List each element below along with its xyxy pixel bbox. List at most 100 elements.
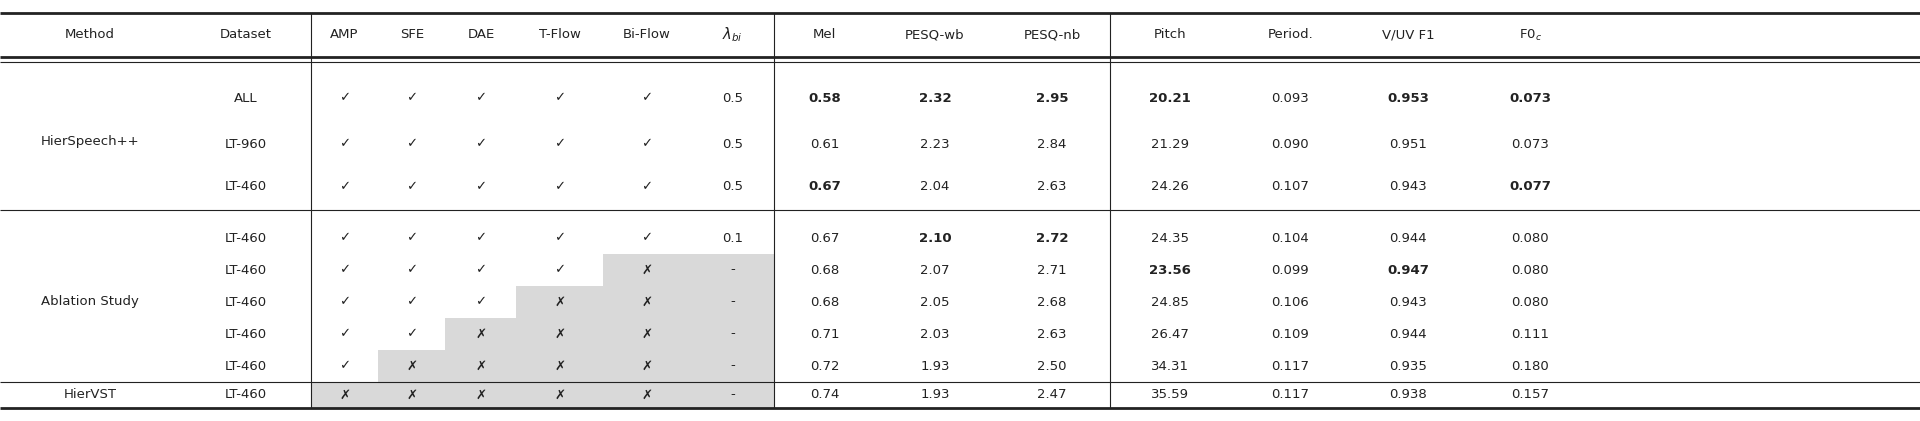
- Text: 26.47: 26.47: [1152, 328, 1188, 341]
- Text: 0.68: 0.68: [810, 264, 839, 277]
- Text: ✓: ✓: [476, 138, 486, 150]
- Text: ✓: ✓: [555, 264, 564, 277]
- Text: ✓: ✓: [641, 91, 653, 104]
- Text: Ablation Study: Ablation Study: [42, 296, 138, 309]
- Text: ✓: ✓: [476, 91, 486, 104]
- Text: 23.56: 23.56: [1150, 264, 1190, 277]
- Bar: [378, 382, 445, 408]
- Bar: [516, 382, 603, 408]
- Text: 2.03: 2.03: [920, 328, 950, 341]
- Text: Mel: Mel: [812, 29, 837, 42]
- Text: 1.93: 1.93: [920, 389, 950, 402]
- Text: ✓: ✓: [407, 264, 417, 277]
- Text: HierSpeech++: HierSpeech++: [40, 134, 140, 147]
- Text: 0.090: 0.090: [1271, 138, 1309, 150]
- Text: 0.935: 0.935: [1390, 360, 1427, 373]
- Text: ✓: ✓: [407, 232, 417, 245]
- Text: 0.68: 0.68: [810, 296, 839, 309]
- Text: SFE: SFE: [399, 29, 424, 42]
- Text: ✓: ✓: [407, 328, 417, 341]
- Bar: [445, 382, 516, 408]
- Text: 0.104: 0.104: [1271, 232, 1309, 245]
- Text: $\lambda_{bi}$: $\lambda_{bi}$: [722, 26, 743, 44]
- Text: ✓: ✓: [641, 232, 653, 245]
- Text: DAE: DAE: [467, 29, 495, 42]
- Text: ✗: ✗: [476, 360, 486, 373]
- Text: ✓: ✓: [555, 138, 564, 150]
- Text: 34.31: 34.31: [1152, 360, 1188, 373]
- Text: ALL: ALL: [234, 91, 257, 104]
- Text: 0.943: 0.943: [1390, 296, 1427, 309]
- Text: 0.67: 0.67: [808, 181, 841, 194]
- Text: 0.5: 0.5: [722, 91, 743, 104]
- Text: 24.85: 24.85: [1152, 296, 1188, 309]
- Text: T-Flow: T-Flow: [540, 29, 580, 42]
- Text: 0.106: 0.106: [1271, 296, 1309, 309]
- Text: 2.63: 2.63: [1037, 181, 1068, 194]
- Text: PESQ-nb: PESQ-nb: [1023, 29, 1081, 42]
- Text: ✓: ✓: [476, 232, 486, 245]
- Text: ✓: ✓: [340, 360, 349, 373]
- Bar: [691, 286, 774, 318]
- Text: HierVST: HierVST: [63, 389, 117, 402]
- Bar: [603, 254, 691, 286]
- Text: -: -: [730, 296, 735, 309]
- Text: ✓: ✓: [555, 91, 564, 104]
- Text: 0.111: 0.111: [1511, 328, 1549, 341]
- Text: 0.5: 0.5: [722, 138, 743, 150]
- Text: ✗: ✗: [476, 328, 486, 341]
- Text: 0.951: 0.951: [1390, 138, 1427, 150]
- Text: 24.35: 24.35: [1152, 232, 1188, 245]
- Text: 0.74: 0.74: [810, 389, 839, 402]
- Text: 2.84: 2.84: [1037, 138, 1068, 150]
- Text: ✗: ✗: [641, 360, 653, 373]
- Text: ✓: ✓: [340, 91, 349, 104]
- Text: 0.107: 0.107: [1271, 181, 1309, 194]
- Text: ✓: ✓: [407, 138, 417, 150]
- Text: ✓: ✓: [407, 181, 417, 194]
- Text: ✓: ✓: [407, 296, 417, 309]
- Text: LT-460: LT-460: [225, 296, 267, 309]
- Text: 2.50: 2.50: [1037, 360, 1068, 373]
- Text: 2.47: 2.47: [1037, 389, 1068, 402]
- Bar: [603, 382, 691, 408]
- Bar: [603, 350, 691, 382]
- Text: 0.077: 0.077: [1509, 181, 1551, 194]
- Text: Dataset: Dataset: [219, 29, 273, 42]
- Text: ✗: ✗: [555, 389, 564, 402]
- Text: 0.080: 0.080: [1511, 232, 1549, 245]
- Text: ✗: ✗: [641, 296, 653, 309]
- Bar: [311, 382, 378, 408]
- Bar: [691, 254, 774, 286]
- Text: 0.1: 0.1: [722, 232, 743, 245]
- Text: 0.073: 0.073: [1511, 138, 1549, 150]
- Text: LT-460: LT-460: [225, 264, 267, 277]
- Text: -: -: [730, 328, 735, 341]
- Text: LT-460: LT-460: [225, 181, 267, 194]
- Text: 0.5: 0.5: [722, 181, 743, 194]
- Text: V/UV F1: V/UV F1: [1382, 29, 1434, 42]
- Text: LT-460: LT-460: [225, 360, 267, 373]
- Text: ✗: ✗: [555, 360, 564, 373]
- Text: 0.953: 0.953: [1388, 91, 1428, 104]
- Text: PESQ-wb: PESQ-wb: [904, 29, 966, 42]
- Bar: [691, 318, 774, 350]
- Text: 2.68: 2.68: [1037, 296, 1068, 309]
- Text: -: -: [730, 389, 735, 402]
- Text: 0.157: 0.157: [1511, 389, 1549, 402]
- Text: 2.63: 2.63: [1037, 328, 1068, 341]
- Text: AMP: AMP: [330, 29, 359, 42]
- Text: Pitch: Pitch: [1154, 29, 1187, 42]
- Text: 0.099: 0.099: [1271, 264, 1309, 277]
- Text: ✗: ✗: [555, 296, 564, 309]
- Bar: [603, 382, 691, 408]
- Text: 0.109: 0.109: [1271, 328, 1309, 341]
- Text: 0.080: 0.080: [1511, 264, 1549, 277]
- Text: F0$_c$: F0$_c$: [1519, 27, 1542, 43]
- Bar: [516, 382, 603, 408]
- Text: 0.180: 0.180: [1511, 360, 1549, 373]
- Text: 24.26: 24.26: [1152, 181, 1188, 194]
- Text: ✓: ✓: [340, 232, 349, 245]
- Text: 0.943: 0.943: [1390, 181, 1427, 194]
- Text: ✓: ✓: [340, 328, 349, 341]
